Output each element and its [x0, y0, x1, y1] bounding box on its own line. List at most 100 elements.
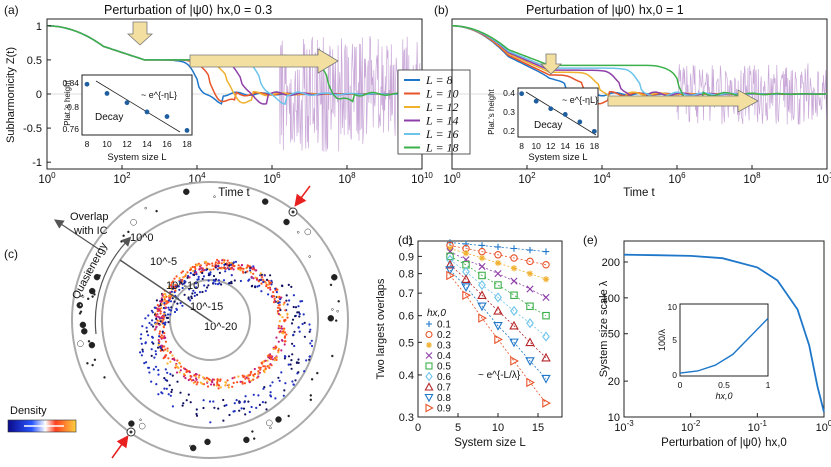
- panel-c-ring-2: [101, 211, 319, 429]
- outer-dot: [269, 426, 272, 430]
- eigenstate-dot: [286, 312, 289, 315]
- lines-legend-box: [397, 69, 471, 155]
- eigenstate-dot: [290, 367, 293, 370]
- panel-c-ring-label-0: 10^0: [130, 232, 154, 244]
- noise-trace-L18: [676, 63, 827, 125]
- outer-dot: [79, 321, 87, 329]
- eigenstate-dot: [194, 267, 197, 270]
- panel-e-inset-frame: [679, 303, 769, 377]
- eigenstate-dot: [147, 366, 151, 369]
- panel-d-law: ~ e^{-L/λ}: [478, 370, 521, 381]
- eigenstate-dot: [198, 268, 201, 271]
- y-tick-label: 0.5: [399, 337, 414, 349]
- eigenstate-dot: [147, 314, 150, 317]
- eigenstate-dot: [287, 363, 290, 366]
- eigenstate-dot: [184, 377, 187, 380]
- eigenstate-dot: [244, 271, 247, 274]
- eigenstate-dot: [147, 334, 150, 337]
- eigenstate-dot: [262, 365, 265, 368]
- eigenstate-dot: [222, 279, 226, 282]
- eigenstate-dot: [160, 316, 163, 320]
- eigenstate-dot: [181, 278, 184, 281]
- eigenstate-dot: [272, 347, 275, 351]
- panel-c: (c) 10^0 10^-5 10^-10 10^-15 10^-20 Over…: [4, 181, 349, 459]
- x-tick-label: 108: [338, 171, 356, 186]
- eigenstate-dot: [238, 400, 241, 403]
- eigenstate-dot: [233, 402, 236, 405]
- panel-e: (e) System size scale λ Perturbation of …: [583, 233, 831, 449]
- panel-a-inset-ytick-0: 0.84: [62, 78, 79, 88]
- marker-square: [478, 271, 486, 280]
- eigenstate-dot: [215, 265, 218, 268]
- eigenstate-dot: [255, 269, 258, 272]
- marker-square: [542, 311, 550, 320]
- panel-c-overlap-label-2: with IC: [73, 225, 108, 237]
- eigenstate-dot: [169, 373, 172, 376]
- eigenstate-dot: [255, 406, 258, 409]
- inset-x-tick-label: 16: [162, 139, 172, 149]
- eigenstate-dot: [253, 367, 256, 371]
- panel-a-inset: ~ e^{-ηL} Decay Plat.'s height 0.84 0.8 …: [62, 74, 193, 163]
- x-tick-exp: 2: [531, 171, 536, 180]
- eigenstate-dot: [252, 277, 255, 280]
- x-tick-label: 102: [113, 171, 131, 186]
- eigenstate-dot: [230, 280, 233, 283]
- eigenstate-dot: [241, 382, 244, 385]
- series-line-0.7: [449, 264, 547, 358]
- eigenstate-dot: [208, 378, 211, 381]
- eigenstate-dot: [292, 383, 295, 386]
- marker-triangle-right: [526, 377, 535, 388]
- eigenstate-dot: [208, 263, 211, 266]
- panel-e-inset-xtick-2: 1: [766, 380, 771, 390]
- legend-label: L = 8: [425, 73, 453, 87]
- eigenstate-dot: [181, 270, 185, 273]
- inset-x-tick-label: 18: [590, 141, 600, 151]
- marker-star: [510, 265, 518, 272]
- eigenstate-dot: [309, 328, 312, 331]
- panel-c-ring-label-3: 10^-15: [190, 301, 223, 313]
- marker-plus: [526, 246, 534, 254]
- eigenstate-dot: [240, 267, 243, 270]
- eigenstate-dot: [163, 332, 166, 335]
- y-tick-label: 0.9: [399, 251, 414, 263]
- panel-d-xlabel: System size L: [454, 437, 526, 449]
- x-tick-label: 106: [668, 171, 686, 186]
- eigenstate-dot: [212, 268, 215, 271]
- eigenstate-dot: [189, 401, 192, 404]
- eigenstate-dot: [290, 322, 294, 325]
- eigenstate-dot: [167, 321, 170, 324]
- eigenstate-dot: [224, 270, 227, 273]
- eigenstate-dot: [308, 355, 311, 358]
- eigenstate-dot: [275, 291, 278, 294]
- eigenstate-dot: [243, 401, 246, 404]
- outer-dot: [87, 340, 91, 343]
- eigenstate-dot: [204, 377, 207, 381]
- panel-c-inner-ring: [169, 279, 251, 361]
- eigenstate-dot: [291, 318, 295, 321]
- marker-triangle-up: [525, 337, 535, 347]
- eigenstate-dot: [166, 347, 169, 350]
- eigenstate-dot: [241, 380, 244, 383]
- inset-x-tick-label: 16: [575, 141, 585, 151]
- eigenstate-dot: [302, 313, 305, 316]
- eigenstate-dot: [266, 359, 269, 362]
- eigenstate-dot: [249, 371, 252, 374]
- legend-label: 0.7: [437, 383, 451, 394]
- eigenstate-dot: [182, 282, 185, 285]
- eigenstate-dot: [150, 348, 153, 351]
- inset-x-tick-label: 10: [102, 139, 112, 149]
- eigenstate-dot: [224, 381, 227, 384]
- panel-c-ring-label-2: 10^-10: [166, 280, 199, 292]
- eigenstate-dot: [166, 349, 169, 353]
- eigenstate-dot: [203, 284, 206, 287]
- eigenstate-dot: [284, 340, 287, 343]
- eigenstate-dot: [258, 284, 261, 287]
- eigenstate-dot: [233, 376, 236, 379]
- panel-e-xlabel: Perturbation of |ψ0⟩ hx,0: [661, 436, 787, 449]
- panel-a-inset-frame: [81, 74, 193, 136]
- eigenstate-dot: [229, 263, 233, 266]
- panel-b-down-arrow-icon: [540, 53, 562, 75]
- eigenstate-dot: [164, 378, 167, 381]
- panel-b-inset-ytick-1: 0.3: [503, 107, 515, 117]
- marker-triangle-down: [477, 302, 487, 312]
